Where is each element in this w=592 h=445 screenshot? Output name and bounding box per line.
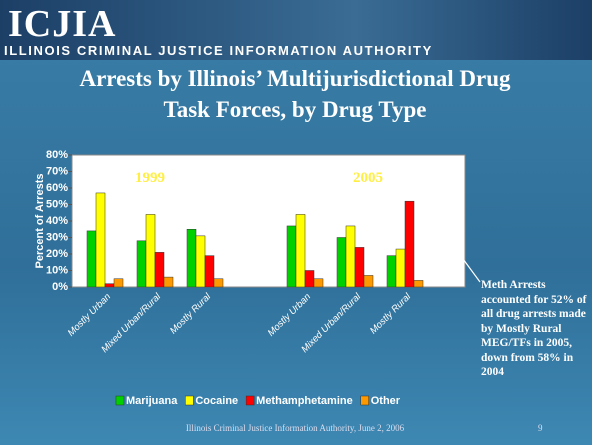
footer: Illinois Criminal Justice Information Au… xyxy=(185,423,405,433)
bar xyxy=(163,276,174,288)
bar xyxy=(145,214,156,288)
y-tick-label: 40% xyxy=(46,215,68,227)
bar xyxy=(336,237,347,288)
chart-title: Arrests by Illinois’ Multijurisdictional… xyxy=(79,66,511,122)
banner: ICJIA ILLINOIS CRIMINAL JUSTICE INFORMAT… xyxy=(0,0,592,60)
x-tick-label: Mostly Urban xyxy=(266,291,313,338)
x-tick-label: Mostly Rural xyxy=(368,291,414,337)
bar xyxy=(313,278,324,288)
x-tick-label: Mostly Urban xyxy=(66,291,113,338)
bar xyxy=(354,247,365,288)
organization: ILLINOIS CRIMINAL JUSTICE INFORMATION AU… xyxy=(4,43,433,58)
bar xyxy=(154,252,165,288)
annotation: 1999 xyxy=(135,170,165,186)
bar xyxy=(395,248,406,288)
legend-swatch xyxy=(185,395,194,406)
legend-swatch xyxy=(115,395,125,406)
y-tick-label: 30% xyxy=(46,231,68,243)
bar xyxy=(213,278,224,288)
bar xyxy=(86,230,97,288)
bar xyxy=(363,275,374,288)
x-tick-label: Mostly Rural xyxy=(168,291,214,337)
callout-arrowhead xyxy=(422,203,430,211)
bar xyxy=(386,255,397,288)
annotation: Meth Arrests accounted for 52% of all dr… xyxy=(481,279,587,378)
bar xyxy=(404,200,415,288)
bar xyxy=(286,225,297,288)
legend-label: Marijuana xyxy=(126,395,178,407)
y-axis-label: Percent of Arrests xyxy=(34,174,46,269)
y-tick-label: 20% xyxy=(46,248,68,260)
y-tick-label: 50% xyxy=(46,198,68,210)
bar xyxy=(345,225,356,288)
y-tick-label: 80% xyxy=(46,149,68,161)
legend-label: Cocaine xyxy=(195,395,238,407)
y-tick-label: 10% xyxy=(46,264,68,276)
legend-label: Methamphetamine xyxy=(256,395,353,407)
bar xyxy=(104,283,115,288)
y-tick-label: 60% xyxy=(46,182,68,194)
y-tick-label: 0% xyxy=(52,281,68,293)
bar xyxy=(186,229,197,288)
bar xyxy=(95,192,106,288)
bar xyxy=(136,240,147,288)
bar xyxy=(204,255,215,288)
y-tick-label: 70% xyxy=(46,165,68,177)
logo: ICJIA xyxy=(8,3,117,45)
legend-swatch xyxy=(245,395,255,406)
bar xyxy=(413,280,424,288)
bar xyxy=(304,270,315,288)
page-number: 9 xyxy=(538,423,543,433)
callout-arrow xyxy=(423,205,481,283)
bar xyxy=(113,278,124,288)
bar xyxy=(195,235,206,288)
annotation: 2005 xyxy=(353,170,383,186)
bar xyxy=(295,214,306,288)
legend-label: Other xyxy=(371,395,401,407)
legend-swatch xyxy=(360,395,369,406)
